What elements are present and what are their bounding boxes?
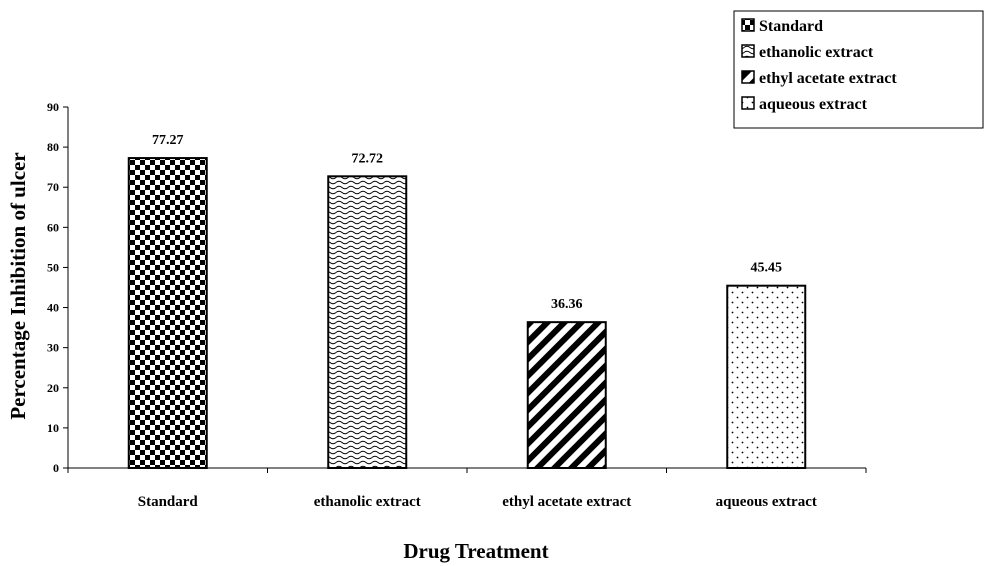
legend-label: aqueous extract <box>759 96 868 113</box>
bars: 77.27 72.72 36.36 45.45 <box>127 133 807 470</box>
y-tick-label: 60 <box>47 220 59 234</box>
y-tick-label: 90 <box>47 100 59 114</box>
legend-swatch <box>741 96 755 110</box>
bar-4 <box>726 284 807 469</box>
y-tick-label: 30 <box>47 341 59 355</box>
x-tick-labels: Standard ethanolic extract ethyl acetate e… <box>67 468 867 510</box>
data-label: 36.36 <box>551 297 583 312</box>
y-tick-label: 50 <box>47 260 59 274</box>
y-tick-label: 70 <box>47 180 59 194</box>
x-axis-label: Drug Treatment <box>403 539 548 563</box>
y-axis-label: Percentage Inhibition of ulcer <box>6 152 30 419</box>
bar-2 <box>327 175 408 469</box>
y-tick-label: 10 <box>47 421 59 435</box>
legend: Standard ethanolic extract ethyl acetate e… <box>733 10 984 129</box>
y-tick-label: 20 <box>47 381 59 395</box>
y-ticks: 0 10 20 30 40 50 60 70 80 90 <box>47 100 68 475</box>
legend-box <box>733 10 984 129</box>
data-label: 77.27 <box>152 133 184 148</box>
y-tick-label: 0 <box>53 461 59 475</box>
legend-swatch <box>741 18 755 32</box>
x-tick-label: ethyl acetate extract <box>502 494 631 510</box>
data-label: 72.72 <box>352 151 384 166</box>
bar-3 <box>526 321 607 469</box>
x-tick-label: Standard <box>138 494 199 510</box>
legend-label: Standard <box>759 18 823 35</box>
x-tick-label: aqueous extract <box>716 494 817 510</box>
data-label: 45.45 <box>751 261 783 276</box>
y-tick-label: 40 <box>47 301 59 315</box>
y-tick-label: 80 <box>47 140 59 154</box>
legend-swatch <box>741 70 755 84</box>
legend-label: ethyl acetate extract <box>759 70 897 87</box>
legend-swatch <box>741 44 755 58</box>
bar-1 <box>127 157 208 470</box>
legend-label: ethanolic extract <box>759 44 874 61</box>
x-tick-label: ethanolic extract <box>314 494 421 510</box>
